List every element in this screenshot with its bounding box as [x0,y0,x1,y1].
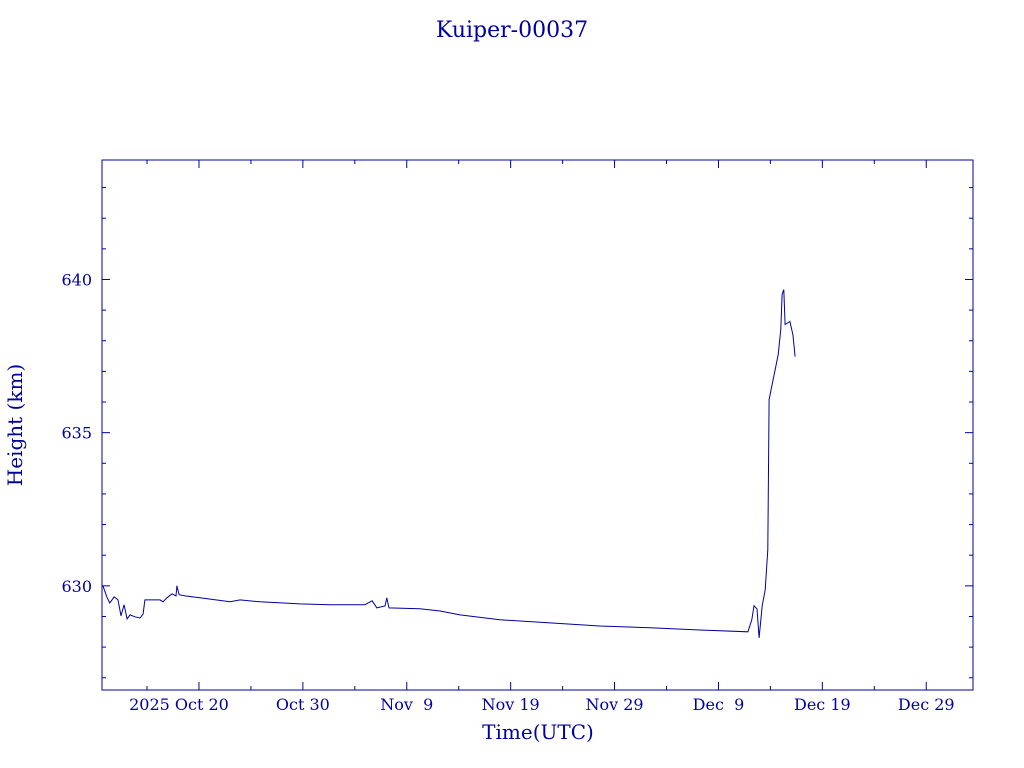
x-tick-label: Oct 30 [276,695,330,714]
y-axis-label: Height (km) [3,364,27,486]
y-tick-label: 635 [61,424,92,443]
axis-ticks [102,160,973,690]
x-tick-label: Dec 19 [794,695,851,714]
x-tick-label: Nov 19 [482,695,540,714]
x-tick-label: Nov 9 [380,695,433,714]
x-tick-label: Dec 29 [898,695,955,714]
x-tick-label: Nov 29 [585,695,643,714]
y-tick-label: 640 [61,270,92,289]
x-tick-label: Dec 9 [693,695,745,714]
chart-title: Kuiper-00037 [436,18,588,43]
x-tick-label: 2025 Oct 20 [129,695,229,714]
y-tick-label: 630 [61,577,92,596]
plot-frame [101,159,974,691]
tick-labels: 2025 Oct 20 Oct 30 Nov 9 Nov 19 Nov 29 Dec 9 D… [61,270,954,714]
x-axis-label: Time(UTC) [482,720,594,744]
height-series-line [102,289,796,638]
